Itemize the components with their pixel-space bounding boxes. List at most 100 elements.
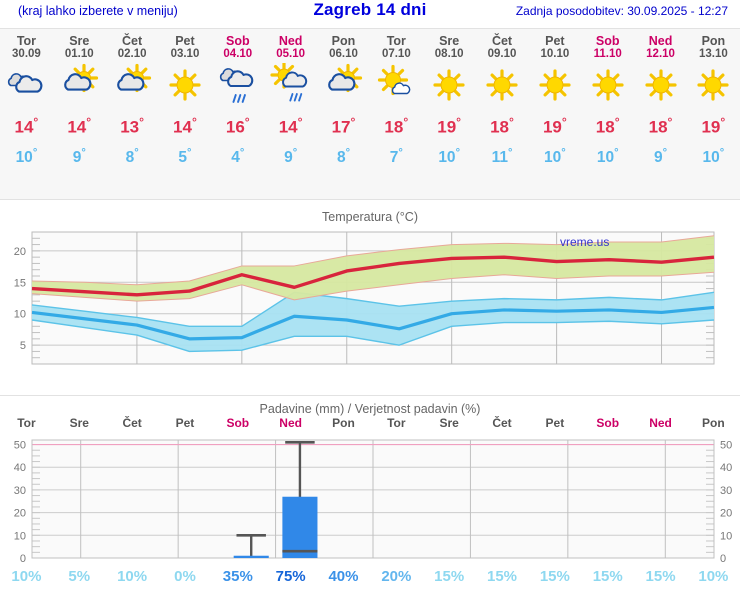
y-axis-tick-label: 10: [720, 530, 732, 542]
max-temperature-value: 14°: [278, 115, 303, 137]
day-header: Sob 04.10: [211, 34, 264, 61]
precip-day-label: Tor: [17, 416, 36, 430]
precip-probability-value: 10%: [11, 568, 42, 585]
day-header: Čet 02.10: [106, 34, 159, 61]
precipitation-bar: [233, 555, 269, 558]
precip-day-label: Pet: [175, 416, 195, 430]
precip-probability-value: 15%: [434, 568, 465, 585]
y-axis-tick-label: 40: [14, 462, 26, 474]
precip-day-label: Ned: [649, 416, 672, 430]
day-name: Sob: [225, 34, 250, 48]
sun-rain-icon: [264, 61, 317, 109]
day-date: 04.10: [223, 48, 253, 60]
sunny-icon: [423, 61, 476, 109]
day-name: Tor: [386, 34, 406, 48]
day-date: 03.10: [170, 48, 200, 60]
min-temperature-value: 7°: [389, 146, 403, 166]
precip-probability-value: 15%: [539, 568, 570, 585]
max-temperature-value: 13°: [120, 115, 145, 137]
day-date: 08.10: [434, 48, 464, 60]
precip-day-label: Pet: [545, 416, 565, 430]
daily-forecast-strip: Tor 30.09 Sre 01.10 Čet 02.10 Pet 03.10 Sob 04.10…: [0, 28, 740, 200]
day-header: Ned 05.10: [264, 34, 317, 61]
weather-icons-row: [0, 61, 740, 109]
min-temperature-value: 10°: [544, 146, 566, 166]
max-temperature-value: 16°: [225, 115, 250, 137]
precip-probability-value: 10%: [698, 568, 729, 585]
day-name: Sre: [439, 34, 460, 48]
day-date: 13.10: [699, 48, 728, 60]
day-name: Ned: [278, 34, 303, 48]
min-temperature-row: 10° 9° 8° 5° 4° 9° 8° 7° 10° 11° 10° 10° 9° 10°: [0, 141, 740, 170]
day-header: Pet 10.10: [528, 34, 581, 61]
day-date: 02.10: [117, 48, 147, 60]
precip-probability-value: 75%: [275, 568, 306, 585]
max-temperature-value: 14°: [14, 115, 39, 137]
day-date: 09.10: [487, 48, 517, 60]
day-name: Pet: [545, 34, 565, 48]
rain-icon: [211, 61, 264, 109]
y-axis-tick-label: 0: [720, 553, 726, 565]
precip-probability-value: 10%: [117, 568, 148, 585]
min-temperature-value: 8°: [125, 146, 139, 166]
day-header: Sre 08.10: [423, 34, 476, 61]
precip-probability-value: 40%: [328, 568, 359, 585]
precip-day-label: Sre: [439, 416, 459, 430]
day-date: 05.10: [276, 48, 306, 60]
precip-probability-value: 0%: [174, 568, 196, 585]
min-temperature-value: 9°: [72, 146, 86, 166]
precip-probability-value: 20%: [381, 568, 412, 585]
day-name: Ned: [648, 34, 673, 48]
max-temperature-value: 19°: [437, 115, 462, 137]
min-temperature-value: 8°: [336, 146, 351, 166]
precip-probability-value: 15%: [487, 568, 518, 585]
partly-sunny-icon: [53, 61, 106, 109]
day-header: Ned 12.10: [634, 34, 687, 61]
day-name: Pet: [175, 34, 195, 48]
precip-day-label: Pon: [332, 416, 355, 430]
y-axis-tick-label: 0: [20, 553, 26, 565]
max-temperature-row: 14° 14° 13° 14° 16° 14° 17° 18° 19° 18° 19° 18° 18° 1…: [0, 109, 740, 141]
day-name: Čet: [491, 34, 513, 48]
max-temperature-value: 14°: [173, 115, 197, 137]
y-axis-tick-label: 50: [14, 440, 26, 452]
precip-day-label: Sre: [69, 416, 89, 430]
y-axis-tick-label: 20: [14, 246, 26, 258]
y-axis-tick-label: 10: [14, 530, 26, 542]
y-axis-tick-label: 30: [14, 485, 26, 497]
temperature-plot-svg: 5 10 15 20 vreme.us: [14, 231, 715, 365]
day-name: Tor: [16, 34, 37, 48]
section-divider: [0, 395, 740, 396]
max-temperature-value: 19°: [542, 115, 567, 137]
max-temperature-value: 17°: [331, 115, 356, 137]
day-date: 06.10: [329, 48, 358, 60]
spacer: [0, 200, 740, 210]
sunny-icon: [476, 61, 529, 109]
max-temperature-value: 14°: [67, 115, 92, 137]
precip-day-label: Pon: [702, 416, 725, 430]
day-header: Tor 07.10: [370, 34, 423, 61]
sunny-icon: [581, 61, 634, 109]
day-name: Pon: [701, 34, 726, 48]
day-headers-row: Tor 30.09 Sre 01.10 Čet 02.10 Pet 03.10 Sob 04.10…: [0, 29, 740, 61]
day-date: 10.10: [540, 48, 570, 60]
watermark-label: vreme.us: [560, 235, 609, 249]
sun-small-cloud-icon: [370, 61, 423, 109]
precip-probability-value: 15%: [592, 568, 623, 585]
sunny-icon: [634, 61, 687, 109]
y-axis-tick-label: 40: [720, 462, 732, 474]
max-temperature-value: 18°: [384, 115, 409, 137]
precip-day-label: Sob: [596, 416, 620, 430]
partly-sunny-icon: [317, 61, 370, 109]
day-name: Čet: [122, 34, 143, 48]
min-temperature-value: 9°: [284, 146, 298, 166]
day-header: Pon 06.10: [317, 34, 370, 61]
precip-day-label: Čet: [492, 416, 512, 430]
precip-probability-value: 35%: [222, 568, 253, 585]
precip-day-headers-row: Tor Sre Čet Pet Sob Ned Pon Tor Sre Čet Pet Sob Ned P…: [0, 416, 740, 430]
precip-probability-value: 5%: [68, 568, 91, 585]
precipitation-chart-title: Padavine (mm) / Verjetnost padavin (%): [259, 402, 481, 416]
y-axis-tick-label: 5: [20, 340, 26, 352]
day-date: 01.10: [64, 48, 94, 60]
max-temperature-value: 18°: [490, 115, 514, 137]
